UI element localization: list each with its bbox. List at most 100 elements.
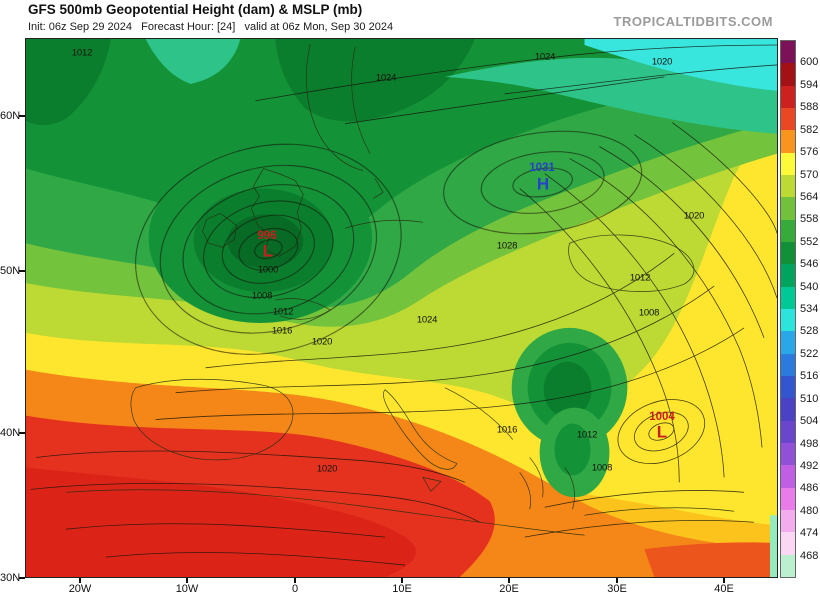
coastlines xyxy=(65,43,735,536)
colorbar-tick-label: 498 xyxy=(800,437,819,450)
isobar-label: 1008 xyxy=(638,307,660,319)
colorbar-segment xyxy=(781,85,795,108)
lat-tick-label: 30N xyxy=(0,572,21,584)
lat-tick xyxy=(19,115,25,117)
isobar-label: 1012 xyxy=(576,429,598,441)
isobar-label: 1016 xyxy=(271,325,293,337)
colorbar-tick-label: 468 xyxy=(800,549,819,562)
lon-tick-label: 30E xyxy=(607,583,627,595)
lat-tick-label: 40N xyxy=(0,427,21,439)
colorbar-segment xyxy=(781,420,795,443)
pressure-center-value: 1031 xyxy=(529,162,555,174)
colorbar-tick-label: 528 xyxy=(800,325,819,338)
lat-tick xyxy=(19,432,25,434)
colorbar-tick-label: 546 xyxy=(800,258,819,271)
colorbar-segment xyxy=(781,442,795,466)
lat-tick xyxy=(19,270,25,272)
lon-tick-label: 0 xyxy=(291,583,299,595)
pressure-center-marker: H xyxy=(536,174,550,194)
isobar-label: 1024 xyxy=(416,314,438,326)
colorbar-tick-label: 564 xyxy=(800,190,819,203)
colorbar-segment xyxy=(781,107,795,131)
colorbar-segment xyxy=(781,331,795,354)
colorbar-segment xyxy=(781,532,795,555)
lon-tick xyxy=(186,578,188,583)
lon-tick xyxy=(616,578,618,583)
isobar-label: 1008 xyxy=(591,462,613,474)
colorbar-tick-label: 516 xyxy=(800,370,819,383)
lon-tick xyxy=(508,578,510,583)
colorbar-segment xyxy=(781,465,795,488)
colorbar-segment xyxy=(781,219,795,242)
isobar-label: 1000 xyxy=(257,264,279,276)
lon-tick xyxy=(79,578,81,583)
lon-tick-label: 10E xyxy=(392,583,412,595)
colorbar-tick-label: 588 xyxy=(800,101,819,114)
colorbar-segment xyxy=(781,487,795,510)
page-title: GFS 500mb Geopotential Height (dam) & MS… xyxy=(28,2,363,17)
isobar-label: 1020 xyxy=(651,56,673,68)
pressure-center-value: 1004 xyxy=(649,411,675,423)
colorbar-tick-label: 594 xyxy=(800,78,819,91)
lat-tick xyxy=(19,577,25,579)
colorbar-tick-label: 582 xyxy=(800,123,819,136)
colorbar-segment xyxy=(781,130,795,153)
isobar-label: 1024 xyxy=(534,51,556,63)
lon-tick-label: 20W xyxy=(68,583,92,595)
lon-tick-label: 10W xyxy=(175,583,199,595)
site-watermark: TROPICALTIDBITS.COM xyxy=(613,14,773,29)
map-graphic xyxy=(26,39,777,577)
isobar-label: 1028 xyxy=(496,240,518,252)
pressure-center-marker: L xyxy=(656,422,668,442)
colorbar-tick-label: 576 xyxy=(800,146,819,159)
colorbar-segment xyxy=(781,174,795,198)
colorbar-tick-label: 474 xyxy=(800,527,819,540)
colorbar-segment xyxy=(781,41,795,64)
isobar-label: 1020 xyxy=(683,210,705,222)
map-plot-area xyxy=(25,38,778,578)
colorbar-segment xyxy=(781,264,795,287)
colorbar-tick-label: 540 xyxy=(800,280,819,293)
isobar-label: 1008 xyxy=(251,290,273,302)
colorbar-segment xyxy=(781,286,795,309)
colorbar-tick-label: 504 xyxy=(800,415,819,428)
isobar-label: 1024 xyxy=(375,72,397,84)
colorbar-tick-label: 492 xyxy=(800,459,819,472)
colorbar-segment xyxy=(781,152,795,175)
isobar-lines xyxy=(30,44,777,566)
colorbar-tick-label: 552 xyxy=(800,235,819,248)
colorbar-segment xyxy=(781,241,795,265)
lon-tick xyxy=(294,578,296,583)
colorbar-tick-label: 486 xyxy=(800,482,819,495)
lon-tick-label: 40E xyxy=(714,583,734,595)
colorbar-segment xyxy=(781,63,795,86)
colorbar-segment xyxy=(781,197,795,220)
lon-tick xyxy=(723,578,725,583)
run-info: Init: 06z Sep 29 2024 Forecast Hour: [24… xyxy=(28,21,394,33)
isobar-label: 1012 xyxy=(71,47,93,59)
lon-tick xyxy=(401,578,403,583)
lat-tick-label: 60N xyxy=(0,110,21,122)
colorbar-tick-label: 480 xyxy=(800,504,819,517)
colorbar xyxy=(780,40,796,578)
colorbar-tick-label: 570 xyxy=(800,168,819,181)
colorbar-segment xyxy=(781,509,795,533)
colorbar-tick-label: 522 xyxy=(800,347,819,360)
colorbar-segment xyxy=(781,398,795,421)
colorbar-segment xyxy=(781,353,795,376)
pressure-center-value: 996 xyxy=(257,230,277,242)
isobar-label: 1020 xyxy=(316,463,338,475)
isobar-label: 1020 xyxy=(311,336,333,348)
pressure-center-marker: L xyxy=(262,241,274,261)
height-fill-regions xyxy=(26,39,777,577)
lat-tick-label: 50N xyxy=(0,265,21,277)
colorbar-segment xyxy=(781,375,795,399)
colorbar-tick-label: 534 xyxy=(800,303,819,315)
colorbar-segment xyxy=(781,554,795,577)
isobar-label: 1016 xyxy=(496,424,518,436)
colorbar-tick-label: 600 xyxy=(800,56,819,69)
colorbar-tick-label: 558 xyxy=(800,213,819,226)
colorbar-tick-label: 510 xyxy=(800,392,819,405)
isobar-label: 1012 xyxy=(272,306,294,318)
